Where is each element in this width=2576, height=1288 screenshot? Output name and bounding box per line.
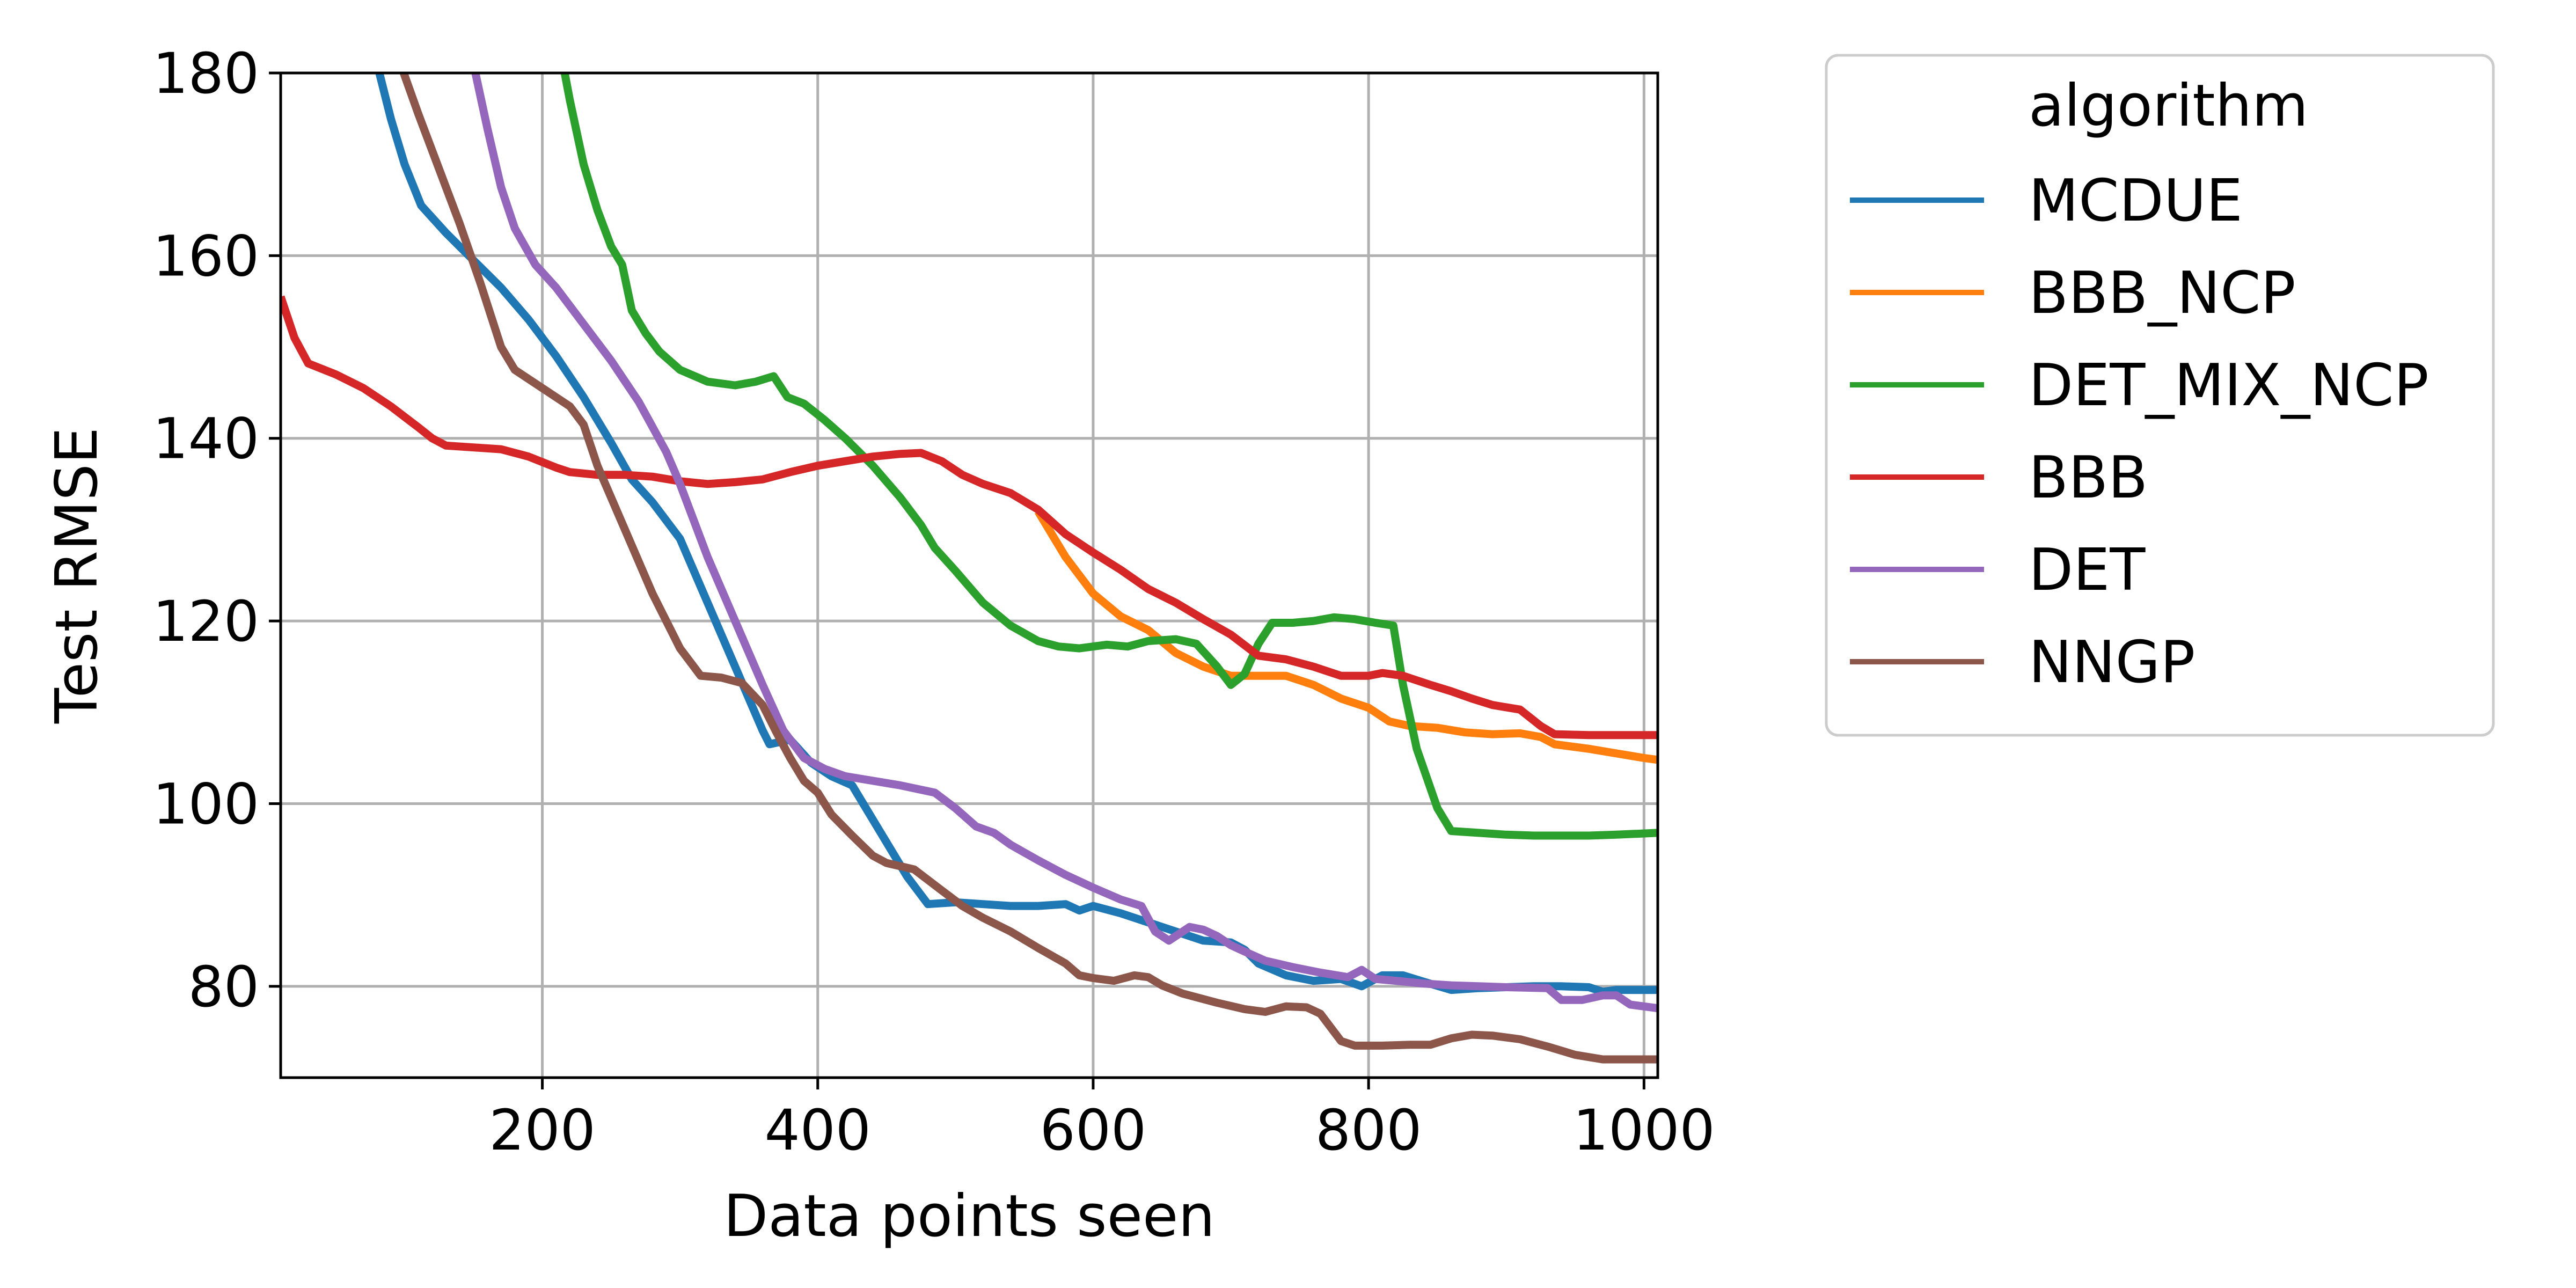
- series-line-bbb: [281, 295, 1658, 740]
- legend-box: [1825, 54, 2495, 737]
- series-line-nngp: [399, 73, 1658, 1064]
- legend-label-mcdue: MCDUE: [2029, 167, 2243, 235]
- series-line-det-mix-ncp: [560, 73, 1658, 840]
- x-tick-label: 600: [1040, 1097, 1147, 1163]
- legend-label-nngp: NNGP: [2029, 629, 2195, 696]
- legend: algorithm MCDUE BBB_NCP DET_MIX_NCP BBB DET N…: [1825, 54, 2495, 737]
- plot-frame: [279, 71, 1659, 1079]
- y-tick-label: 80: [188, 954, 259, 1020]
- x-tick-label: 800: [1315, 1097, 1422, 1163]
- x-axis-label: Data points seen: [723, 1183, 1215, 1250]
- y-tick-label: 180: [152, 41, 259, 106]
- legend-items: MCDUE BBB_NCP DET_MIX_NCP BBB DET NNGP: [1850, 167, 2429, 696]
- legend-label-bbb-ncp: BBB_NCP: [2029, 260, 2296, 327]
- grid-lines: [281, 71, 1658, 1078]
- axis-ticks: 200 400 600 800 1000 80 100 120 140 160 180: [152, 41, 1715, 1163]
- x-tick-label: 1000: [1573, 1097, 1715, 1163]
- x-tick-label: 400: [764, 1097, 871, 1163]
- legend-label-det-mix-ncp: DET_MIX_NCP: [2029, 352, 2429, 419]
- x-tick-label: 200: [489, 1097, 596, 1163]
- y-axis-label: Test RMSE: [43, 427, 111, 724]
- series-line-bbb-ncp: [1034, 509, 1658, 764]
- series-lines: [281, 73, 1658, 1064]
- y-tick-label: 100: [152, 771, 259, 837]
- y-tick-label: 120: [152, 589, 259, 654]
- series-line-det: [471, 73, 1658, 1013]
- legend-title: algorithm: [2029, 72, 2308, 140]
- y-tick-label: 160: [152, 223, 259, 289]
- legend-label-det: DET: [2029, 537, 2146, 604]
- y-tick-label: 140: [152, 406, 259, 472]
- legend-label-bbb: BBB: [2029, 444, 2148, 511]
